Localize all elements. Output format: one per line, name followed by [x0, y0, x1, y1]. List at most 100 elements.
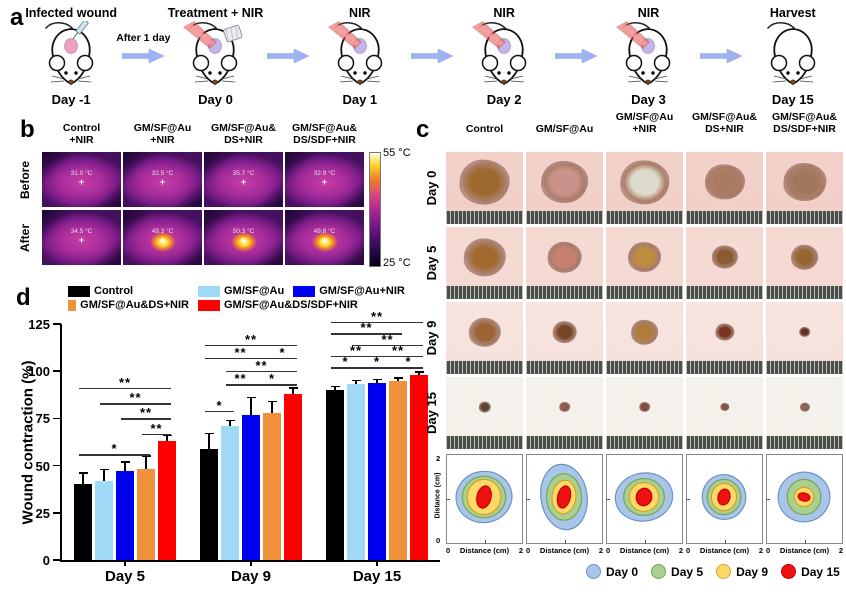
sig-label: **: [360, 320, 373, 336]
contour-x-label: Distance (cm): [539, 546, 590, 555]
wound: [782, 163, 827, 202]
contour-plot: [526, 454, 603, 544]
error-bar: [82, 473, 84, 485]
mouse-nose: [501, 79, 507, 84]
ruler: [766, 436, 843, 449]
panel-b: b Control +NIR GM/SF@Au +NIR GM/SF@Au& DS+…: [14, 114, 444, 278]
stage-day: Day 0: [198, 91, 233, 107]
stage-title: Harvest: [769, 5, 816, 20]
temp-readout: 35.7 °C: [232, 169, 255, 177]
contour-plot: [686, 454, 763, 544]
wound-photo: [686, 227, 763, 299]
crosshair-icon: +: [321, 177, 328, 188]
error-bar-cap: [330, 385, 340, 388]
crosshair-icon: +: [78, 177, 85, 188]
temp-readout: 32.9 °C: [313, 169, 336, 177]
mouse-ear-right: [654, 54, 671, 71]
legend-swatch: [651, 564, 667, 579]
mouse-eye-right: [796, 70, 800, 75]
contour-legend-item: Day 9: [716, 564, 768, 579]
error-bar: [250, 397, 252, 415]
stage-arrow: After 1 day: [116, 32, 170, 76]
sig-label: **: [255, 358, 268, 374]
legend-row: GM/SF@Au&DS+NIR GM/SF@Au&DS/SDF+NIR: [68, 298, 414, 312]
legend-swatch: [68, 299, 77, 311]
thermal-col-header: GM/SF@Au& DS+NIR: [210, 122, 277, 147]
bar: [116, 471, 134, 560]
sig-label: *: [405, 354, 412, 370]
contour-day-15: [556, 485, 572, 509]
sig-label: **: [370, 309, 384, 325]
sig-bracket: [247, 384, 297, 386]
legend-swatch: [198, 285, 220, 297]
mouse-ear-right: [221, 54, 238, 71]
thermal-hotspot: [311, 231, 338, 252]
wound: [552, 321, 577, 344]
ruler: [606, 286, 683, 299]
contour-day-15: [717, 488, 731, 506]
wound-photo: [606, 302, 683, 374]
sig-label: *: [111, 441, 118, 457]
laser-beam-core-icon: [619, 23, 649, 46]
mouse-ear-right: [365, 54, 383, 71]
y-tick-label: 25: [35, 505, 50, 521]
bar: [95, 480, 113, 560]
sig-label: *: [268, 371, 276, 387]
thermal-hotspot: [149, 231, 176, 252]
wound: [714, 323, 735, 341]
legend-item: GM/SF@Au+NIR: [293, 285, 405, 297]
panel-d-label: d: [16, 284, 31, 311]
contour-y-label: Distance (cm): [434, 472, 442, 519]
timeline-stage: NIR Day 3: [597, 6, 699, 107]
temp-readout: 49.3 °C: [151, 227, 174, 235]
error-bar: [271, 401, 273, 413]
legend-item: GM/SF@Au: [198, 285, 284, 297]
mouse-eye-left: [641, 70, 646, 75]
mouse-ear-left: [48, 54, 66, 71]
stage-title: NIR: [349, 5, 371, 20]
mouse-ear-left: [193, 54, 210, 71]
thermal-grid: 31.0 °C +32.5 °C +35.7 °C +32.9 °C +34.5 °C +…: [42, 152, 364, 265]
wound-photo-grid: [446, 152, 843, 449]
y-tick-label: 125: [28, 317, 50, 332]
sig-bracket: [331, 333, 402, 335]
photo-row-label: Day 9: [424, 320, 439, 356]
wound: [704, 164, 745, 200]
crosshair-icon: +: [240, 177, 247, 188]
wound-photo: [686, 152, 763, 224]
contour-x-max: 2: [758, 546, 763, 555]
sig-bracket: [226, 384, 255, 386]
contour-legend-item: Day 5: [651, 564, 703, 579]
ruler: [606, 211, 683, 224]
thermal-image: 32.5 °C +: [123, 152, 202, 207]
mouse-eye-right: [74, 70, 78, 75]
contour-day-15: [797, 492, 811, 502]
gauze-icon: [223, 24, 243, 42]
panel-a-label: a: [10, 4, 24, 31]
y-tick: [53, 512, 61, 514]
wound-photo: [686, 377, 763, 449]
wound: [478, 401, 491, 413]
sig-bracket: [79, 454, 150, 456]
error-bar: [418, 372, 420, 375]
contour-legend-item: Day 0: [586, 564, 638, 579]
wound: [547, 241, 582, 273]
sig-label: **: [118, 375, 132, 391]
ruler: [766, 286, 843, 299]
sig-bracket: [100, 403, 171, 405]
stage-day: Day -1: [51, 91, 91, 107]
thermal-image: 49.8 °C +: [285, 210, 364, 265]
photo-col-header: GM/SF@Au +NIR: [615, 111, 674, 135]
ruler: [686, 361, 763, 374]
wound: [540, 161, 589, 204]
thermal-image: 31.0 °C +: [42, 152, 121, 207]
wound-photo: [606, 377, 683, 449]
error-bar: [124, 461, 126, 472]
legend-label: GM/SF@Au+NIR: [319, 285, 405, 297]
error-bar-cap: [204, 432, 214, 435]
wound: [627, 242, 662, 273]
sig-bracket: [352, 367, 402, 369]
stage-title: NIR: [637, 5, 660, 20]
photo-row-label: Day 15: [424, 392, 439, 434]
